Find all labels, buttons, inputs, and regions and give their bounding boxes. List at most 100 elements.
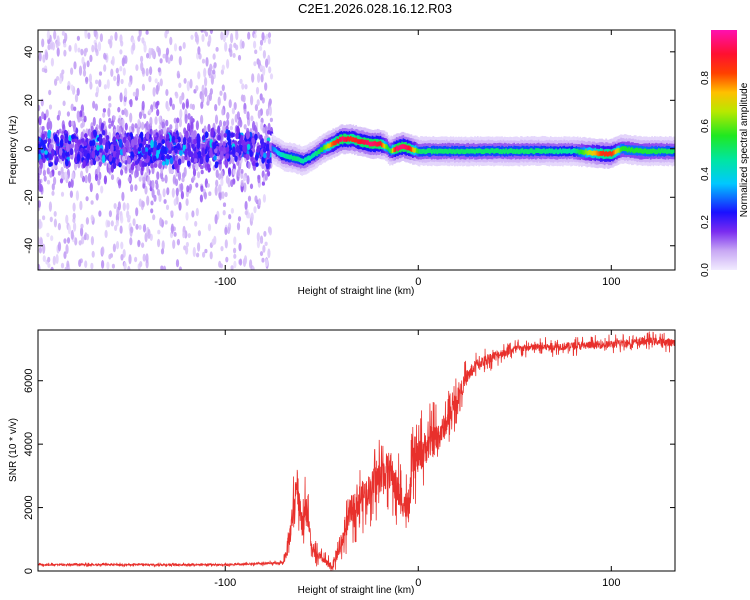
spectral-blob bbox=[183, 78, 187, 84]
spectral-blob bbox=[81, 175, 86, 183]
band-cell bbox=[391, 148, 394, 153]
spectral-blob bbox=[99, 33, 103, 43]
spectral-blob bbox=[242, 94, 246, 103]
spectral-blob bbox=[222, 146, 227, 154]
colorbar-label: Normalized spectral amplitude bbox=[739, 82, 750, 217]
spectral-blob bbox=[145, 30, 149, 35]
spectral-blob bbox=[217, 134, 221, 141]
spectral-blob bbox=[114, 31, 118, 41]
band-cell bbox=[617, 147, 620, 153]
spectral-blob bbox=[50, 235, 54, 242]
band-cell bbox=[671, 149, 674, 155]
band-cell bbox=[377, 141, 379, 147]
band-cell bbox=[655, 149, 657, 155]
spectral-blob bbox=[223, 133, 228, 138]
spectral-blob bbox=[235, 132, 239, 140]
spectral-blob bbox=[100, 185, 104, 194]
spectral-blob bbox=[257, 73, 261, 83]
spectral-blob bbox=[48, 153, 52, 161]
band-cell bbox=[660, 148, 663, 153]
spectral-blob bbox=[228, 167, 232, 177]
band-cell bbox=[282, 152, 284, 158]
spectral-blob bbox=[44, 150, 48, 155]
snr-series-line bbox=[38, 331, 675, 571]
spectral-blob bbox=[204, 87, 208, 98]
spectral-blob bbox=[102, 112, 106, 118]
band-cell bbox=[520, 148, 522, 154]
y-tick-label: 0 bbox=[23, 146, 35, 152]
spectral-blob bbox=[65, 143, 70, 153]
spectral-blob bbox=[161, 121, 165, 129]
spectral-blob bbox=[94, 103, 98, 111]
band-cell bbox=[522, 149, 525, 155]
band-cell bbox=[539, 148, 541, 154]
spectral-blob bbox=[156, 144, 161, 150]
band-cell bbox=[613, 149, 615, 155]
spectral-blob bbox=[46, 167, 50, 175]
spectral-blob bbox=[146, 52, 150, 59]
spectral-blob bbox=[148, 108, 152, 114]
band-cell bbox=[433, 149, 436, 154]
spectral-blob bbox=[138, 111, 143, 120]
spectral-blob bbox=[195, 85, 199, 92]
band-cell bbox=[493, 149, 495, 154]
band-cell bbox=[506, 149, 509, 155]
spectral-blob bbox=[161, 139, 165, 145]
spectral-blob bbox=[45, 51, 49, 61]
spectral-blob bbox=[130, 163, 135, 171]
spectral-blob bbox=[184, 148, 188, 158]
spectrogram-y-ticks: -40 -20 0 20 40 bbox=[23, 46, 675, 254]
spectral-blob bbox=[174, 138, 179, 143]
spectral-blob bbox=[201, 84, 205, 95]
spectral-blob bbox=[49, 216, 53, 223]
band-cell bbox=[528, 149, 530, 154]
spectral-blob bbox=[38, 222, 42, 230]
spectral-blob bbox=[110, 120, 114, 127]
spectral-blob bbox=[64, 137, 69, 143]
spectral-blob bbox=[161, 240, 165, 251]
spectral-blob bbox=[176, 70, 180, 79]
band-cell bbox=[339, 136, 341, 142]
band-cell bbox=[312, 153, 314, 158]
spectral-blob bbox=[111, 263, 115, 269]
band-cell bbox=[645, 149, 648, 155]
spectral-blob bbox=[224, 160, 229, 168]
spectral-blob bbox=[108, 210, 112, 218]
spectral-blob bbox=[94, 173, 99, 182]
spectral-blob bbox=[251, 73, 255, 83]
spectral-blob bbox=[217, 96, 221, 106]
spectral-blob bbox=[112, 243, 116, 253]
spectral-blob bbox=[44, 131, 48, 138]
spectral-blob bbox=[53, 30, 57, 40]
spectral-blob bbox=[232, 168, 236, 176]
spectral-blob bbox=[260, 73, 264, 83]
band-cell bbox=[535, 148, 537, 153]
spectral-blob bbox=[261, 181, 265, 186]
colorbar-tick-label: 0.8 bbox=[700, 71, 711, 85]
snr-y-label: SNR (10 * v/v) bbox=[8, 418, 19, 482]
spectral-blob bbox=[225, 146, 230, 153]
band-cell bbox=[597, 151, 599, 157]
spectral-blob bbox=[165, 30, 169, 35]
spectral-blob bbox=[64, 171, 68, 179]
spectral-blob bbox=[132, 91, 136, 97]
band-cell bbox=[498, 149, 501, 155]
spectral-blob bbox=[173, 231, 177, 237]
band-cell bbox=[524, 148, 526, 154]
band-cell bbox=[306, 156, 309, 161]
band-cell bbox=[358, 139, 360, 144]
colorbar-tick-label: 0.2 bbox=[700, 215, 711, 229]
band-cell bbox=[491, 148, 494, 153]
spectral-blob bbox=[267, 122, 271, 133]
spectral-blob bbox=[95, 193, 99, 201]
spectral-blob bbox=[114, 225, 118, 231]
spectral-blob bbox=[134, 160, 139, 165]
spectral-blob bbox=[187, 113, 191, 120]
spectral-blob bbox=[123, 108, 127, 116]
spectral-blob bbox=[44, 68, 48, 74]
band-cell bbox=[463, 149, 465, 155]
spectral-blob bbox=[200, 165, 204, 170]
band-cell bbox=[271, 145, 274, 151]
band-cell bbox=[417, 148, 420, 154]
snr-frame bbox=[37, 329, 676, 572]
